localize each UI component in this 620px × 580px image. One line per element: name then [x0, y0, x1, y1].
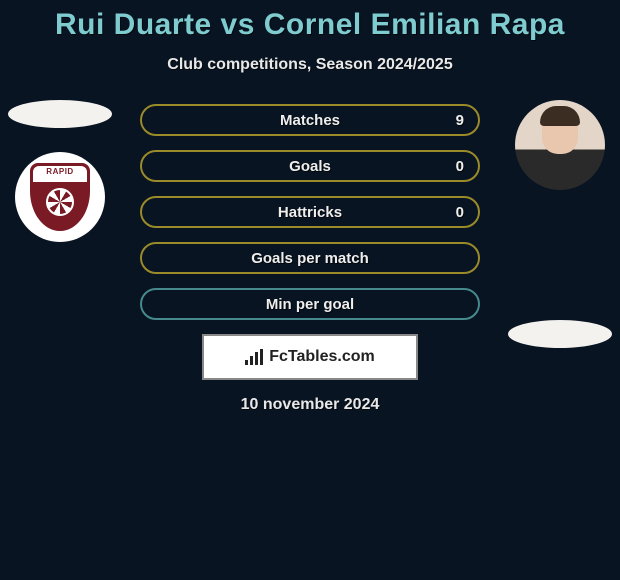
page-title: Rui Duarte vs Cornel Emilian Rapa [0, 0, 620, 42]
stat-bar-matches: Matches 9 [140, 104, 480, 136]
right-player-name-ellipse [508, 320, 612, 348]
subtitle: Club competitions, Season 2024/2025 [0, 56, 620, 74]
stat-bar-goals-per-match: Goals per match [140, 242, 480, 274]
right-player-column [508, 104, 612, 348]
stat-right-value: 9 [456, 112, 464, 129]
crest-ball-icon [46, 188, 74, 216]
right-player-avatar [515, 100, 605, 190]
brand-text: FcTables.com [269, 348, 375, 366]
stat-label: Matches [280, 112, 340, 129]
date-label: 10 november 2024 [0, 396, 620, 414]
stat-label: Hattricks [278, 204, 342, 221]
stat-bar-min-per-goal: Min per goal [140, 288, 480, 320]
left-player-column [8, 104, 112, 242]
comparison-panel: Matches 9 Goals 0 Hattricks 0 Goals per … [0, 104, 620, 414]
brand-watermark: FcTables.com [202, 334, 418, 380]
stat-bar-hattricks: Hattricks 0 [140, 196, 480, 228]
stat-bar-goals: Goals 0 [140, 150, 480, 182]
bar-chart-icon [245, 349, 265, 365]
left-player-name-ellipse [8, 100, 112, 128]
left-player-crest [15, 152, 105, 242]
stat-label: Min per goal [266, 296, 354, 313]
stat-label: Goals [289, 158, 331, 175]
stat-right-value: 0 [456, 158, 464, 175]
stat-label: Goals per match [251, 250, 369, 267]
stat-right-value: 0 [456, 204, 464, 221]
stat-bars: Matches 9 Goals 0 Hattricks 0 Goals per … [140, 104, 480, 320]
crest-badge [30, 163, 90, 231]
